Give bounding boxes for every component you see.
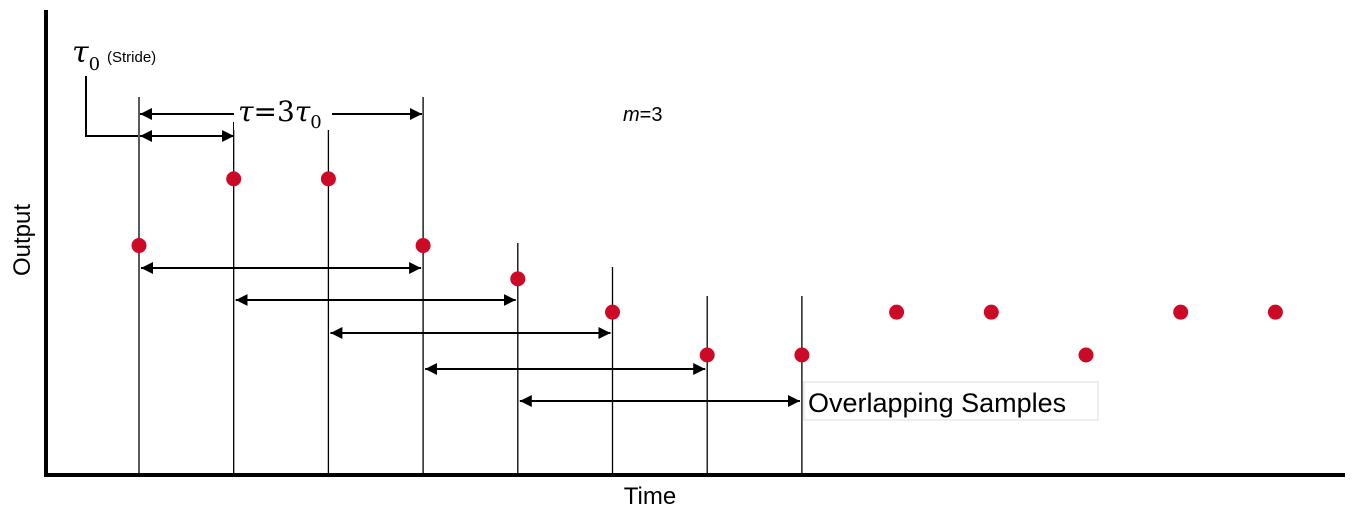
sample-point: [794, 347, 810, 363]
sample-points: [131, 171, 1283, 363]
sample-point: [415, 238, 431, 254]
sample-point: [1173, 304, 1189, 320]
sample-point: [226, 171, 242, 187]
stride-tau-symbol: τ: [72, 35, 89, 70]
y-axis-label: Output: [9, 204, 36, 276]
tau0-subscript: 0: [310, 112, 321, 133]
tau-equals: =3: [254, 95, 295, 128]
sample-point: [699, 347, 715, 363]
overlap-label-box: [803, 381, 1099, 421]
sample-point: [510, 271, 526, 287]
stride-label: τ0: [72, 35, 100, 75]
tau0-symbol: τ: [295, 95, 311, 128]
m-value: =3: [640, 104, 663, 126]
sample-point: [605, 304, 620, 320]
sample-point: [320, 171, 336, 187]
tau-symbol: τ: [238, 95, 254, 128]
sample-point: [131, 238, 147, 254]
sample-vertical-lines: [138, 97, 803, 474]
overlap-label: Overlapping Samples: [808, 388, 1066, 418]
tau-label-bg: [234, 96, 332, 130]
tau-label: τ=3τ0: [238, 95, 322, 133]
sample-point: [1267, 304, 1283, 320]
stride-text: (Stride): [107, 49, 156, 66]
sample-point: [889, 304, 905, 320]
stride-leader-line: [85, 76, 138, 137]
x-axis-label: Time: [624, 483, 676, 508]
overlap-arrows: [141, 262, 800, 407]
stride-subscript: 0: [89, 54, 100, 75]
m-symbol: m: [623, 104, 640, 126]
m-label: m=3: [623, 104, 662, 126]
sample-point: [983, 304, 999, 320]
sample-point: [1078, 347, 1094, 363]
